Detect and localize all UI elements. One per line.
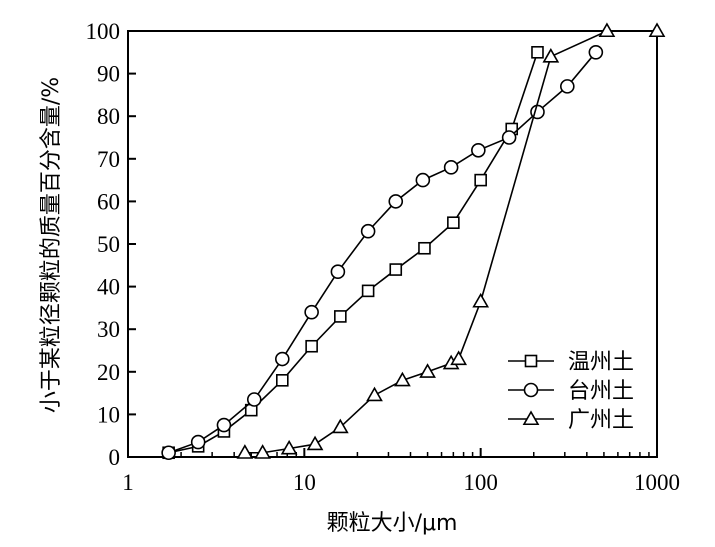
circle-marker: [304, 304, 319, 320]
legend-label: 广州土: [568, 408, 634, 433]
triangle-marker: [306, 435, 324, 451]
y-axis-label: 小于某粒径颗粒的质量百分含量/%: [39, 77, 64, 413]
square-marker: [447, 216, 460, 229]
circle-marker: [523, 382, 539, 398]
y-tick-label: 100: [86, 19, 121, 44]
circle-marker: [360, 223, 376, 239]
circle-marker: [388, 194, 404, 209]
y-tick-label: 40: [97, 275, 120, 300]
y-tick-label: 30: [97, 317, 120, 342]
triangle-marker: [450, 350, 468, 366]
triangle-marker: [598, 22, 616, 38]
triangle-marker: [254, 444, 271, 459]
x-tick-label: 100: [463, 470, 498, 495]
y-tick-label: 90: [97, 62, 120, 87]
triangle-marker: [472, 292, 490, 308]
legend-label: 温州土: [568, 350, 634, 375]
circle-marker: [246, 392, 262, 407]
circle-marker: [588, 44, 604, 60]
circle-marker: [216, 417, 232, 433]
y-tick-label: 0: [109, 445, 121, 470]
series-circle: [161, 44, 604, 461]
triangle-marker: [280, 439, 298, 455]
circle-marker: [560, 79, 575, 94]
legend-label: 台州土: [568, 379, 634, 404]
square-marker: [334, 310, 347, 323]
series-line: [168, 51, 597, 454]
x-axis-label: 颗粒大小/μm: [327, 511, 458, 536]
circle-marker: [471, 142, 486, 158]
y-tick-label: 70: [97, 147, 120, 172]
y-tick-label: 50: [97, 232, 120, 257]
circle-marker: [415, 172, 431, 188]
square-marker: [531, 45, 544, 59]
triangle-marker: [419, 363, 436, 378]
circle-marker: [330, 264, 346, 279]
series-triangle: [236, 22, 666, 459]
y-tick-label: 10: [97, 402, 120, 427]
square-marker: [524, 354, 538, 368]
circle-marker: [275, 351, 290, 367]
triangle-marker: [648, 22, 666, 38]
square-marker: [389, 263, 403, 276]
circle-marker: [161, 445, 176, 461]
circle-marker: [443, 160, 459, 175]
x-tick-label: 10: [293, 470, 316, 495]
triangle-marker: [366, 386, 383, 402]
triangle-marker: [394, 371, 411, 387]
square-marker: [305, 339, 318, 353]
triangle-marker: [522, 410, 540, 426]
square-marker: [474, 173, 487, 187]
series-layer: [161, 22, 666, 461]
triangle-marker: [236, 444, 254, 459]
square-marker: [418, 241, 431, 255]
triangle-marker: [542, 47, 560, 63]
circle-marker: [190, 434, 206, 450]
circle-marker: [501, 130, 517, 145]
y-tick-label: 80: [97, 104, 120, 129]
triangle-marker: [331, 418, 349, 434]
square-marker: [361, 284, 375, 298]
square-marker: [276, 374, 289, 387]
x-tick-label: 1: [122, 470, 134, 495]
y-tick-label: 60: [97, 189, 120, 214]
x-tick-label: 1000: [634, 470, 680, 495]
y-tick-label: 20: [97, 360, 120, 385]
